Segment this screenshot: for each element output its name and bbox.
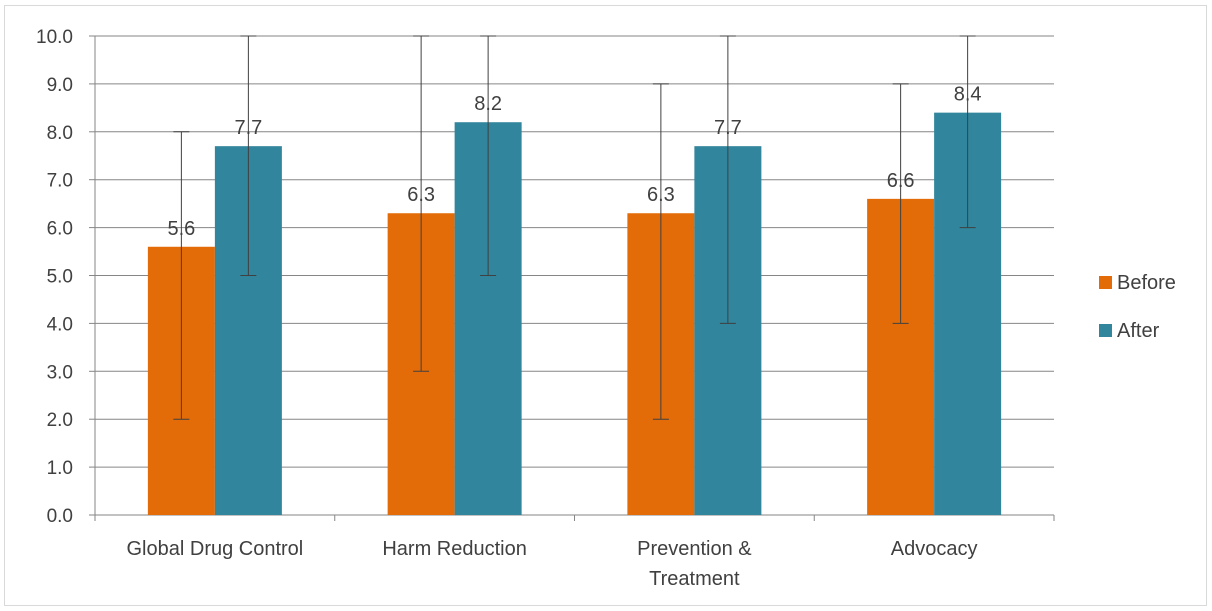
y-tick-label: 8.0 — [47, 123, 73, 144]
legend-swatch-after — [1099, 324, 1112, 337]
y-tick-label: 7.0 — [47, 171, 73, 192]
legend-swatch-before — [1099, 276, 1112, 289]
y-tick-label: 9.0 — [47, 75, 73, 96]
y-tick-label: 6.0 — [47, 219, 73, 240]
y-tick-label: 3.0 — [47, 362, 73, 383]
x-tick-label: Global Drug Control — [127, 538, 304, 560]
data-label: 5.6 — [167, 218, 195, 240]
data-label: 6.3 — [647, 184, 675, 206]
data-label: 6.3 — [407, 184, 435, 206]
x-tick-label: Treatment — [649, 568, 740, 590]
legend-label-after: After — [1117, 320, 1160, 342]
y-tick-label: 2.0 — [47, 410, 73, 431]
legend-label-before: Before — [1117, 272, 1176, 294]
data-label: 7.7 — [234, 117, 262, 139]
x-tick-label: Prevention & — [637, 538, 752, 560]
y-tick-label: 4.0 — [47, 314, 73, 335]
y-tick-label: 1.0 — [47, 458, 73, 479]
data-label: 7.7 — [714, 117, 742, 139]
data-label: 8.4 — [954, 84, 982, 106]
y-tick-label: 0.0 — [47, 506, 73, 527]
data-label: 8.2 — [474, 93, 502, 115]
y-tick-label: 5.0 — [47, 267, 73, 288]
y-tick-label: 10.0 — [36, 27, 73, 48]
x-tick-label: Harm Reduction — [382, 538, 527, 560]
x-tick-label: Advocacy — [891, 538, 978, 560]
data-label: 6.6 — [887, 170, 915, 192]
